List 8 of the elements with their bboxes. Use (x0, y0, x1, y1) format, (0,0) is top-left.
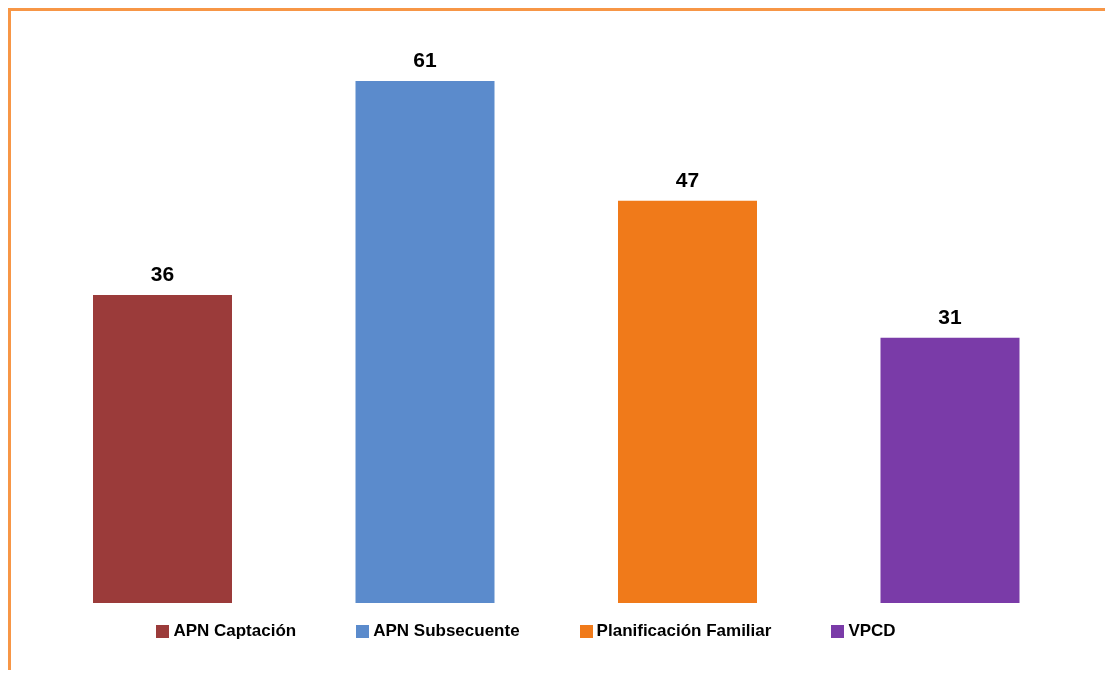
data-label: 47 (675, 167, 700, 191)
legend-label: Planificación Familiar (596, 621, 772, 640)
legend-label: APN Captación (173, 621, 297, 640)
data-label: 36 (150, 261, 175, 285)
data-label: 31 (938, 304, 962, 328)
legend-label: VPCD (848, 621, 896, 640)
data-label: 61 (413, 48, 437, 71)
legend-label: APN Subsecuente (373, 621, 520, 640)
